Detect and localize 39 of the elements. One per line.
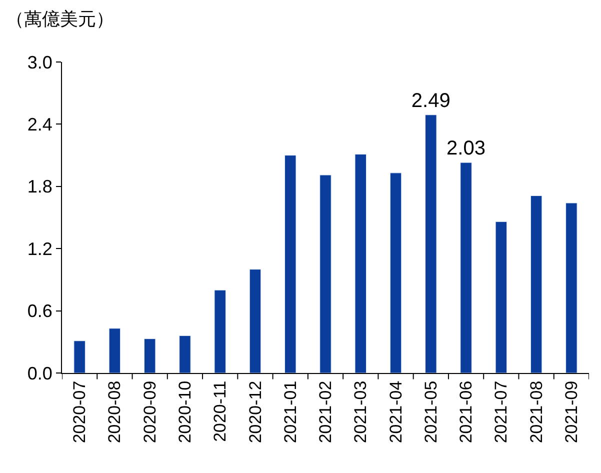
bar [108,328,121,373]
bar [390,172,402,373]
x-tick-label: 2020-07 [70,380,90,444]
y-tick-label: 1.8 [27,176,52,197]
x-tick-label: 2020-12 [246,380,265,444]
y-tick-label: 0.6 [27,301,52,322]
y-tick-label: 1.2 [27,238,52,259]
x-tick-label: 2021-08 [526,380,546,444]
x-tick-label: 2021-01 [280,380,300,444]
x-tick-label: 2021-06 [456,380,476,444]
x-tick-label: 2020-09 [140,380,160,444]
x-tick-label: 2021-07 [492,380,511,444]
bar [144,338,156,373]
bar [74,340,86,373]
bar [495,221,508,373]
y-tick-label: 3.0 [27,52,52,72]
bar [425,114,437,373]
y-tick-label: 2.4 [27,114,52,134]
bar [354,154,366,373]
x-tick-label: 2021-09 [562,380,581,444]
data-label: 2.03 [446,138,486,160]
x-tick-label: 2020-11 [210,380,230,442]
data-label: 2.49 [411,90,450,112]
bar [179,335,191,373]
x-tick-label: 2021-03 [351,380,370,444]
x-tick-label: 2021-02 [316,380,336,444]
x-tick-label: 2021-05 [421,380,440,444]
bar [566,202,578,373]
y-tick-label: 0.0 [27,363,52,384]
x-tick-label: 2020-10 [175,380,194,444]
bar [249,269,262,373]
x-tick-label: 2020-08 [105,380,124,444]
y-axis-title: （萬億美元） [6,9,114,29]
bar [530,195,542,373]
bar [284,155,296,373]
bar [214,290,226,373]
bar [320,174,332,373]
bar [460,162,472,373]
x-tick-label: 2021-04 [386,380,406,444]
